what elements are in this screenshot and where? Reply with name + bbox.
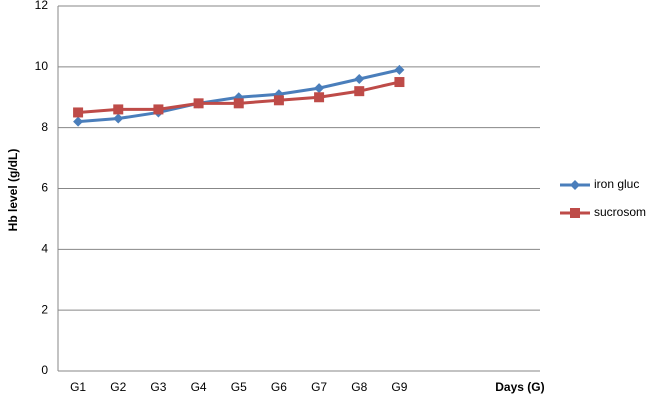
legend-label: sucrosom [594, 205, 646, 219]
data-point [394, 77, 405, 88]
data-point [233, 98, 244, 109]
legend-marker [570, 208, 580, 218]
x-tick-label: G2 [110, 380, 126, 394]
y-axis-label: Hb level (g/dL) [6, 149, 20, 232]
x-tick-label: G5 [231, 380, 247, 394]
x-tick-label: G7 [311, 380, 327, 394]
data-point [73, 116, 84, 127]
y-tick-label: 2 [41, 302, 48, 316]
x-tick-label: G4 [191, 380, 207, 394]
data-point [73, 107, 84, 118]
data-point [113, 113, 124, 124]
x-tick-label: G8 [351, 380, 367, 394]
data-point [354, 86, 365, 97]
x-tick-label: G6 [271, 380, 287, 394]
data-point [314, 92, 325, 103]
y-tick-label: 8 [41, 120, 48, 134]
x-tick-label: G3 [150, 380, 166, 394]
data-point [153, 104, 164, 115]
x-tick-label: G1 [70, 380, 86, 394]
data-point [394, 64, 405, 75]
y-tick-label: 10 [35, 59, 49, 73]
data-point [273, 95, 284, 106]
y-tick-label: 6 [41, 181, 48, 195]
legend-marker [570, 180, 580, 190]
y-tick-label: 4 [41, 242, 48, 256]
data-point [354, 74, 365, 84]
x-axis-label: Days (G) [495, 380, 544, 394]
y-tick-label: 12 [35, 0, 49, 12]
x-tick-label: G9 [391, 380, 407, 394]
data-point [113, 104, 124, 115]
y-tick-label: 0 [41, 363, 48, 377]
legend-label: iron gluc [594, 177, 639, 191]
data-point [193, 98, 204, 109]
data-point [314, 83, 325, 94]
